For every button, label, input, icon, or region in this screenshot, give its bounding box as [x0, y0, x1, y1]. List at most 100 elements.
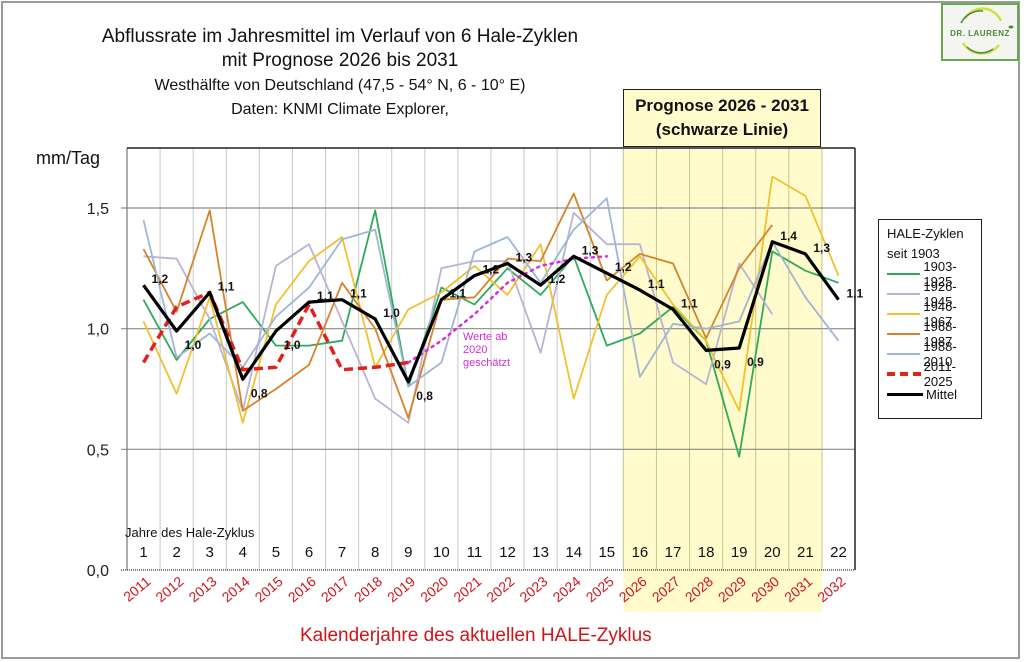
legend-item: 1926-1945: [887, 279, 981, 309]
legend-title: HALE-Zyklen: [887, 226, 964, 241]
y-tick-label: 0,5: [87, 442, 109, 459]
cycle-year-label: 18: [698, 544, 715, 561]
data-label: 1,0: [185, 338, 202, 352]
y-axis-label: mm/Tag: [36, 148, 101, 168]
legend-subtitle: seit 1903: [887, 246, 940, 261]
cycle-year-label: 22: [830, 544, 847, 561]
legend-label: 1926-1945: [923, 279, 957, 309]
legend-item: 1968-1987: [887, 319, 981, 349]
data-label: 1,2: [549, 272, 566, 286]
estimate-annotation: 2020: [463, 344, 487, 356]
cycle-year-label: 11: [467, 544, 483, 561]
estimate-annotation: Werte ab: [463, 331, 507, 343]
legend-swatch: [887, 372, 921, 376]
forecast-box-line2: (schwarze Linie): [655, 120, 789, 139]
calendar-year-label: 2023: [516, 573, 550, 605]
series-line-1903-1925: [142, 209, 839, 458]
data-label: 1,1: [350, 287, 367, 301]
cycle-year-label: 19: [731, 544, 748, 561]
calendar-year-label: 2024: [550, 573, 584, 605]
cycle-year-label: 21: [797, 544, 814, 561]
cycle-year-label: 2: [172, 544, 180, 561]
data-label: 0,9: [714, 357, 731, 371]
legend-items: 1903-1925 1926-1945 1946-1967 1968-1987 1988…: [887, 259, 981, 404]
logo-ring-icon: [960, 7, 1014, 55]
cycle-year-label: 12: [499, 544, 516, 561]
series-line-1946-1967: [142, 175, 840, 424]
y-tick-label: 1,0: [87, 322, 109, 339]
legend-item: Mittel: [887, 384, 981, 404]
legend-label: 2011-2025: [923, 359, 956, 389]
cycle-year-label: 6: [305, 544, 313, 561]
data-label: 1,2: [615, 260, 632, 274]
calendar-year-label: 2011: [120, 573, 154, 605]
data-label: 1,1: [846, 287, 863, 301]
series-line-2011-2025: [141, 290, 409, 372]
data-label: 1,3: [813, 241, 830, 255]
data-label: 1,2: [152, 272, 169, 286]
chart-title: Abflussrate im Jahresmittel im Verlauf v…: [101, 26, 579, 47]
legend-item: 1988-2010: [887, 339, 981, 369]
cycle-year-label: 1: [139, 544, 147, 561]
cycle-year-label: 4: [239, 544, 247, 561]
cycle-year-label: 9: [404, 544, 412, 561]
legend-swatch: [887, 293, 921, 295]
calendar-year-label: 2019: [384, 573, 418, 605]
legend-label: 1968-1987: [923, 319, 957, 349]
legend: HALE-Zyklen seit 1903 1903-1925 1926-1945…: [878, 219, 982, 419]
data-label: 1,4: [780, 229, 797, 243]
cycle-year-label: 15: [598, 544, 615, 561]
calendar-year-label: 2017: [318, 573, 352, 605]
legend-label: Mittel: [926, 386, 958, 402]
estimate-annotation: geschätzt: [463, 357, 510, 369]
legend-swatch: [887, 392, 923, 396]
calendar-year-label: 2013: [186, 573, 220, 605]
data-label: 1,1: [681, 296, 698, 310]
data-label: 1,0: [383, 306, 400, 320]
calendar-year-label: 2025: [583, 573, 617, 605]
legend-swatch: [887, 313, 921, 315]
calendar-year-label: 2020: [417, 573, 451, 605]
chart-title-line2: mit Prognose 2026 bis 2031: [221, 50, 459, 71]
cycle-year-label: 13: [532, 544, 549, 561]
data-label: 0,8: [251, 386, 268, 400]
data-label: 1,1: [648, 277, 665, 291]
y-tick-label: 0,0: [87, 563, 109, 580]
data-label: 1,3: [582, 243, 599, 257]
calendar-year-label: 2021: [450, 573, 484, 605]
legend-item: 1946-1967: [887, 299, 981, 329]
calendar-year-label: 2012: [152, 573, 186, 605]
forecast-box-line1: Prognose 2026 - 2031: [635, 96, 809, 115]
calendar-year-label: 2016: [285, 573, 319, 605]
calendar-year-label: 2014: [219, 573, 253, 605]
cycle-year-label: 16: [632, 544, 649, 561]
series-line-mittel: [142, 240, 840, 384]
series-line-werte-ab-2020-gesch-tzt: [407, 255, 609, 364]
legend-swatch: [887, 353, 921, 355]
cycle-year-label: 7: [338, 544, 346, 561]
legend-item: 1903-1925: [887, 259, 981, 289]
legend-label: 1946-1967: [923, 299, 957, 329]
data-label: 1,1: [218, 279, 235, 293]
x-axis-label: Kalenderjahre des aktuellen HALE-Zyklus: [300, 625, 652, 646]
cycle-year-label: 8: [371, 544, 379, 561]
cycle-year-label: 20: [764, 544, 781, 561]
data-label: 1,1: [317, 289, 334, 303]
logo-text: DR. LAURENZ: [950, 29, 1010, 38]
calendar-year-label: 2015: [252, 573, 286, 605]
data-label: 1,0: [284, 338, 301, 352]
x-top-axis-title: Jahre des Hale-Zyklus: [125, 525, 255, 540]
calendar-year-label: 2018: [351, 573, 385, 605]
legend-label: 1903-1925: [923, 259, 957, 289]
calendar-year-label: 2022: [483, 573, 517, 605]
legend-swatch: [887, 273, 921, 275]
forecast-box: Prognose 2026 - 2031 (schwarze Linie): [623, 89, 821, 147]
chart-subtitle: Westhälfte von Deutschland (47,5 - 54° N…: [154, 77, 526, 94]
cycle-year-label: 5: [272, 544, 280, 561]
data-label: 1,1: [449, 287, 466, 301]
chart-source: Daten: KNMI Climate Explorer,: [231, 101, 449, 118]
y-tick-label: 1,5: [87, 201, 109, 218]
data-label: 0,9: [747, 355, 764, 369]
